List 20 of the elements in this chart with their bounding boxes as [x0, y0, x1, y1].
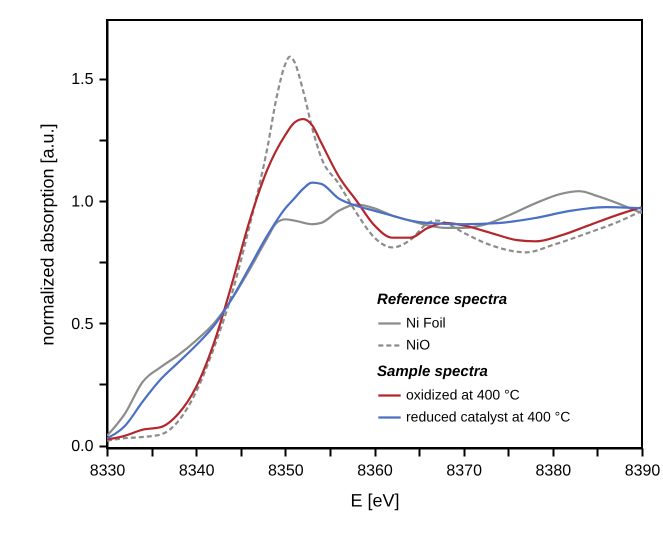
- x-tick-label: 8390: [624, 462, 660, 480]
- y-tick-label: 1.5: [71, 71, 94, 88]
- annotation: Sample spectra: [377, 363, 488, 380]
- legend-label: NiO: [406, 336, 430, 352]
- legend-label: Ni Foil: [406, 314, 446, 330]
- legend-label: oxidized at 400 °C: [406, 386, 520, 402]
- x-axis-title: E [eV]: [350, 490, 400, 510]
- x-tick-label: 8350: [268, 462, 304, 480]
- legend-label: reduced catalyst at 400 °C: [406, 408, 570, 424]
- x-tick-label: 8380: [536, 462, 572, 480]
- x-tick-label: 8370: [446, 462, 482, 480]
- x-tick-label: 8340: [178, 462, 215, 480]
- legend-title: Reference spectra: [377, 291, 508, 308]
- y-tick-label: 0.5: [71, 316, 94, 333]
- y-axis-title: normalized absorption [a.u.]: [37, 123, 58, 346]
- x-tick-label: 8360: [357, 462, 393, 480]
- x-tick-label: 8330: [90, 462, 126, 480]
- line-series: [107, 118, 642, 441]
- y-tick-label: 1.0: [71, 193, 94, 210]
- y-tick-label: 0.0: [71, 438, 94, 456]
